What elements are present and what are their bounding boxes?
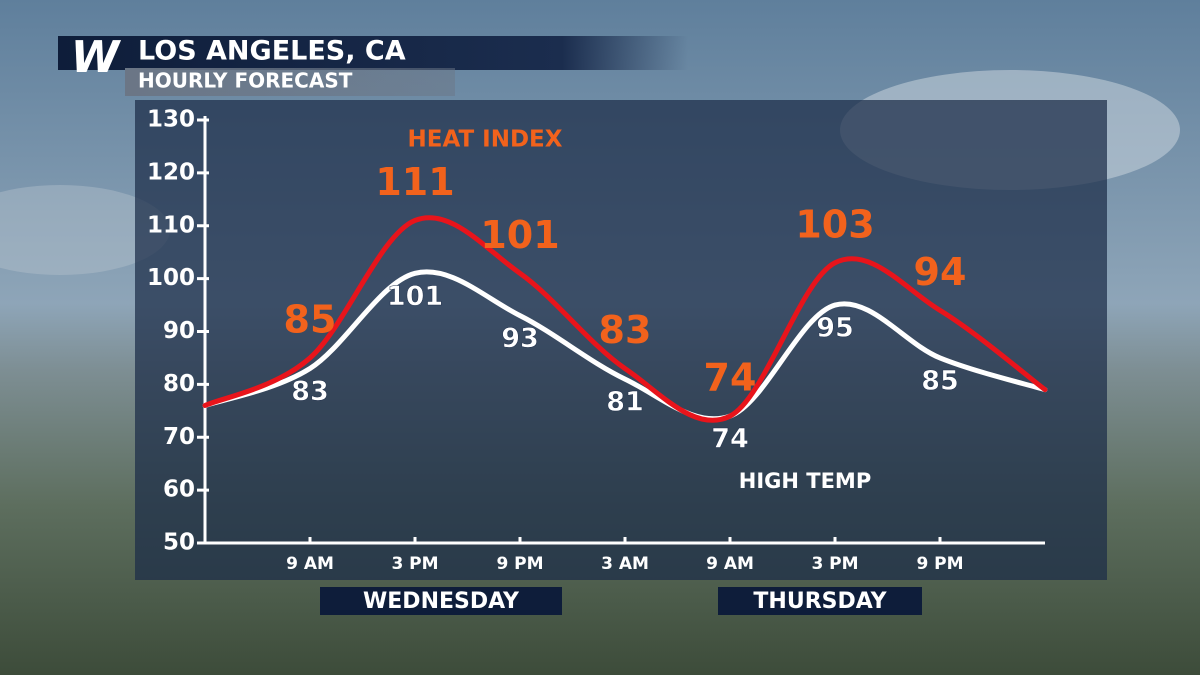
y-tick-label: 90 — [163, 318, 195, 344]
data-label: 95 — [816, 313, 854, 344]
subtitle: HOURLY FORECAST — [138, 69, 353, 93]
title-bar — [58, 36, 688, 70]
y-tick-label: 60 — [163, 477, 195, 503]
data-label: 83 — [599, 308, 652, 352]
data-label: 111 — [375, 160, 454, 204]
x-tick-label: 9 AM — [706, 554, 754, 574]
y-tick-label: 120 — [147, 159, 195, 185]
series-label: HIGH TEMP — [739, 469, 871, 493]
data-label: 83 — [291, 376, 329, 407]
title: LOS ANGELES, CA — [138, 36, 406, 67]
x-tick-label: 9 PM — [916, 554, 963, 574]
y-tick-label: 50 — [163, 530, 195, 556]
chart-panel — [135, 100, 1107, 580]
x-tick-label: 3 PM — [811, 554, 858, 574]
series-line — [202, 215, 1048, 423]
day-box — [718, 587, 922, 615]
day-box — [320, 587, 562, 615]
logo: W — [71, 32, 122, 83]
data-label: 101 — [387, 281, 443, 312]
data-label: 74 — [711, 424, 749, 455]
series-label: HEAT INDEX — [407, 127, 562, 153]
x-tick-label: 3 AM — [601, 554, 649, 574]
x-tick-label: 9 PM — [496, 554, 543, 574]
cloud — [0, 185, 170, 275]
subtitle-bar — [125, 68, 455, 96]
day-label: WEDNESDAY — [363, 589, 520, 614]
data-label: 74 — [704, 356, 757, 400]
y-tick-label: 70 — [163, 424, 195, 450]
data-label: 85 — [921, 365, 959, 396]
y-tick-label: 110 — [147, 212, 195, 238]
y-tick-label: 130 — [147, 107, 195, 133]
data-label: 93 — [501, 323, 539, 354]
x-tick-label: 9 AM — [286, 554, 334, 574]
y-tick-label: 100 — [147, 265, 195, 291]
day-label: THURSDAY — [753, 589, 887, 614]
data-label: 85 — [284, 297, 337, 341]
data-label: 101 — [480, 213, 559, 257]
x-tick-label: 3 PM — [391, 554, 438, 574]
series-line — [202, 269, 1048, 422]
data-label: 103 — [795, 202, 874, 246]
y-tick-label: 80 — [163, 371, 195, 397]
data-label: 81 — [606, 387, 644, 418]
data-label: 94 — [914, 250, 967, 294]
